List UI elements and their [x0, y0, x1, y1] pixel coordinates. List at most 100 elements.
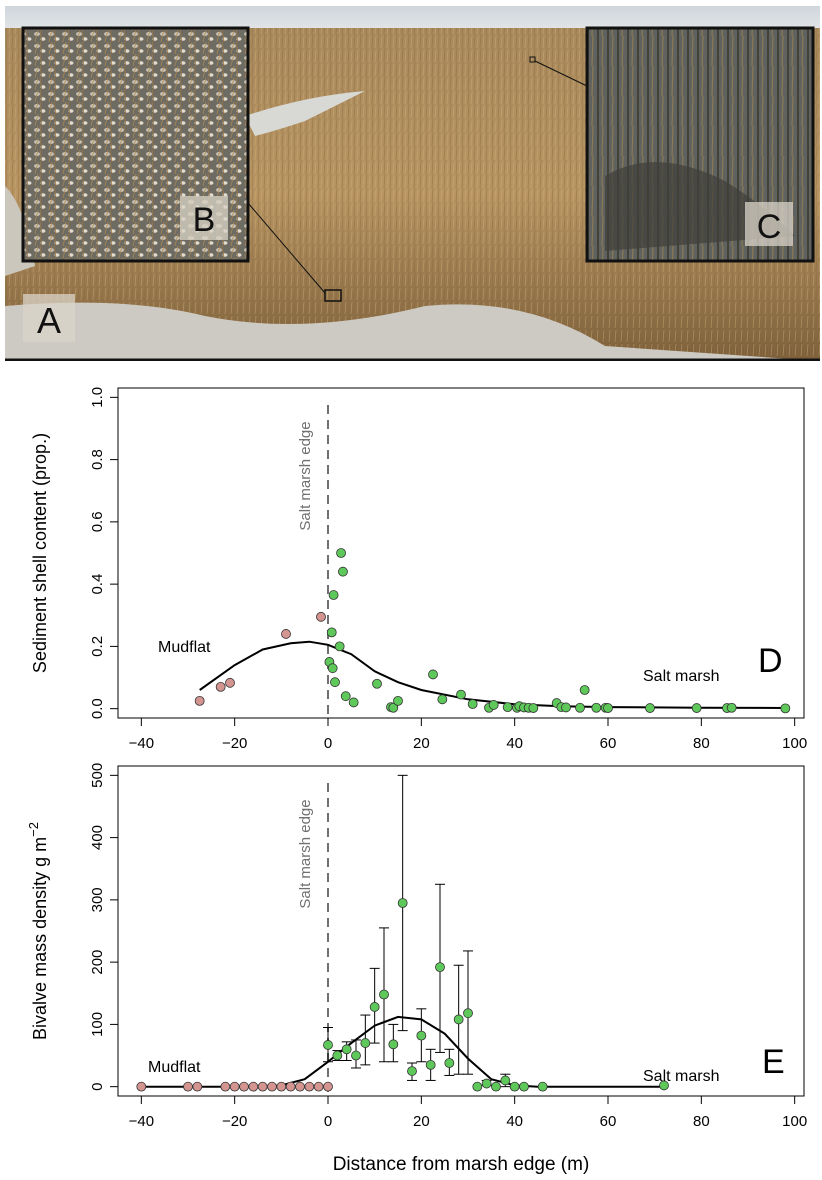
- salt-marsh-point: [528, 703, 539, 713]
- y-tick-label: 0.0: [89, 698, 106, 719]
- salt-marsh-point: [561, 702, 571, 713]
- salt-marsh-point: [428, 669, 438, 680]
- salt-marsh-point: [603, 703, 613, 713]
- salt-marsh-point: [453, 1014, 464, 1025]
- y-tick-label: 200: [89, 950, 106, 975]
- salt-marsh-point: [435, 962, 445, 973]
- x-tick-label: 80: [693, 1113, 710, 1130]
- chart-e-points: [136, 898, 669, 1092]
- chart-d-plot-area: [117, 387, 805, 719]
- x-tick-label: 0: [324, 735, 332, 752]
- x-tick-label: 60: [600, 1113, 617, 1130]
- x-tick-label: −40: [129, 1113, 154, 1130]
- x-tick-label: −20: [222, 1113, 247, 1130]
- mudflat-point: [276, 1081, 287, 1092]
- salt-marsh-point: [481, 1078, 492, 1089]
- mudflat-point: [194, 695, 205, 706]
- salt-marsh-point: [416, 1030, 427, 1041]
- y-tick-label: 400: [89, 825, 106, 850]
- mudflat-point: [239, 1081, 249, 1092]
- x-tick-label: 100: [782, 1113, 807, 1130]
- chart-d-panel-label: D: [758, 642, 783, 680]
- chart-d-y-label: Sediment shell content (prop.): [30, 433, 50, 673]
- mudflat-point: [281, 629, 291, 639]
- salt-marsh-point: [388, 702, 399, 713]
- chart-e-plot-area: [117, 765, 805, 1097]
- mudflat-point: [285, 1081, 296, 1092]
- salt-marsh-point: [369, 1002, 380, 1012]
- chart-e: 0 100 200 300 400 500 −40 −20 0 20 40 60 80 100 Salt…: [26, 763, 807, 1175]
- chart-d: 0.0 0.2 0.4 0.6 0.8 1.0 −40 −20 0 20 40 60 80 100 Sa…: [30, 387, 807, 752]
- chart-d-y-axis: 0.0 0.2 0.4 0.6 0.8 1.0: [89, 387, 118, 719]
- mudflat-point: [313, 1081, 324, 1092]
- chart-e-mudflat-label: Mudflat: [148, 1059, 201, 1076]
- salt-marsh-point: [372, 678, 382, 689]
- salt-marsh-point: [502, 702, 513, 713]
- x-tick-label: 40: [506, 735, 523, 752]
- y-tick-label: 0: [89, 1082, 106, 1090]
- mudflat-point: [323, 1081, 333, 1092]
- mudflat-point: [316, 611, 326, 622]
- salt-marsh-point: [332, 1050, 343, 1061]
- salt-marsh-point: [488, 700, 499, 710]
- salt-marsh-point: [591, 702, 602, 713]
- y-tick-label: 1.0: [89, 387, 106, 408]
- salt-marsh-point: [467, 699, 478, 709]
- salt-marsh-point: [579, 685, 590, 695]
- chart-d-mudflat-label: Mudflat: [158, 639, 211, 656]
- salt-marsh-point: [327, 663, 338, 674]
- y-tick-label: 100: [89, 1012, 106, 1037]
- mudflat-point: [183, 1081, 193, 1092]
- chart-e-x-label: Distance from marsh edge (m): [333, 1154, 590, 1175]
- salt-marsh-photo: B C A: [5, 6, 820, 361]
- salt-marsh-point: [691, 703, 702, 713]
- mudflat-point: [304, 1081, 315, 1092]
- mudflat-point: [225, 677, 235, 688]
- salt-marsh-point: [348, 697, 359, 708]
- salt-marsh-point: [425, 1059, 436, 1070]
- salt-marsh-point: [397, 898, 408, 908]
- chart-d-x-axis: −40 −20 0 20 40 60 80 100: [129, 718, 807, 752]
- salt-marsh-point: [463, 1008, 473, 1019]
- salt-marsh-point: [341, 1044, 352, 1055]
- salt-marsh-point: [379, 989, 389, 1000]
- mudflat-point: [248, 1081, 259, 1092]
- y-tick-label: 0.4: [89, 574, 106, 595]
- salt-marsh-point: [340, 691, 351, 702]
- x-tick-label: 20: [413, 735, 430, 752]
- salt-marsh-point: [491, 1081, 501, 1092]
- chart-e-y-label: Bivalve mass density g m−2: [26, 822, 50, 1040]
- salt-marsh-point: [575, 702, 585, 713]
- panel-label-c: C: [757, 208, 782, 246]
- y-tick-label: 0.8: [89, 449, 106, 470]
- chart-e-y-axis: 0 100 200 300 400 500: [89, 763, 118, 1091]
- mudflat-point: [215, 681, 226, 692]
- chart-e-x-axis: −40 −20 0 20 40 60 80 100: [129, 1096, 807, 1130]
- salt-marsh-point: [338, 566, 348, 577]
- salt-marsh-point: [336, 548, 346, 558]
- y-tick-label: 0.6: [89, 511, 106, 532]
- panel-label-a: A: [37, 300, 61, 341]
- salt-marsh-point: [328, 590, 339, 600]
- x-tick-label: 0: [324, 1113, 332, 1130]
- mudflat-point: [267, 1081, 277, 1092]
- y-tick-label: 300: [89, 887, 106, 912]
- salt-marsh-point: [330, 677, 340, 688]
- x-tick-label: −40: [129, 735, 154, 752]
- mudflat-point: [220, 1081, 231, 1092]
- salt-marsh-point: [407, 1066, 417, 1076]
- x-tick-label: 40: [506, 1113, 523, 1130]
- mudflat-point: [257, 1081, 268, 1092]
- salt-marsh-point: [437, 694, 448, 705]
- x-tick-label: 20: [413, 1113, 430, 1130]
- salt-marsh-point: [351, 1050, 361, 1061]
- salt-marsh-point: [326, 627, 337, 638]
- chart-d-edge-label: Salt marsh edge: [297, 421, 314, 530]
- photo-panel: B C A: [5, 6, 820, 361]
- chart-e-panel-label: E: [762, 1043, 785, 1081]
- salt-marsh-point: [519, 1081, 529, 1092]
- x-tick-label: 100: [782, 735, 807, 752]
- salt-marsh-point: [537, 1081, 548, 1092]
- chart-e-salt-marsh-label: Salt marsh: [643, 1068, 719, 1085]
